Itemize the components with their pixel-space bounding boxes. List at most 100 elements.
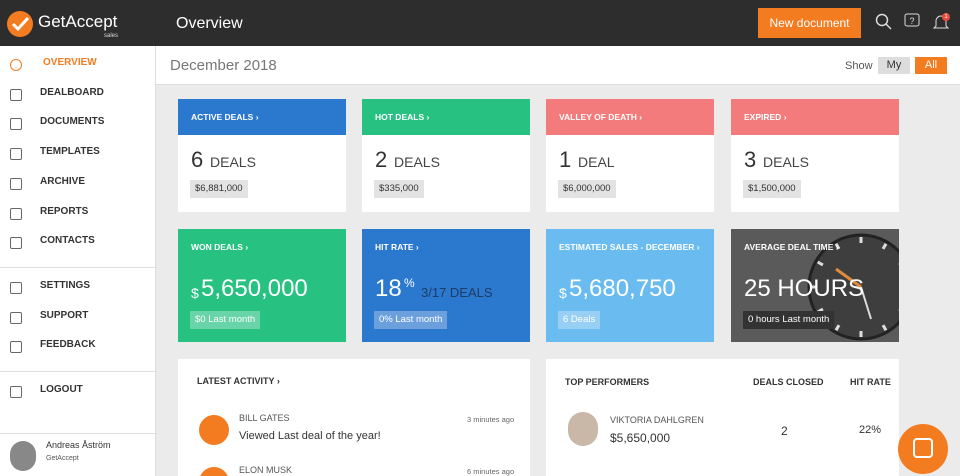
nav-icon <box>10 148 22 161</box>
hit-rate: 22% <box>859 424 882 436</box>
deal-count: 6 <box>191 147 204 172</box>
card-title: ACTIVE DEALS <box>191 112 259 122</box>
kpi-suffix: % <box>404 276 415 290</box>
separator <box>0 266 155 268</box>
nav-item[interactable]: TEMPLATES <box>40 146 100 158</box>
help-icon[interactable]: ? <box>904 13 921 30</box>
deal-unit: DEALS <box>210 154 256 170</box>
nav-item[interactable]: SUPPORT <box>40 309 89 321</box>
activity-name: BILL GATES <box>239 413 290 423</box>
nav-item[interactable]: ARCHIVE <box>40 175 86 187</box>
chat-icon <box>913 438 933 458</box>
nav-item[interactable]: DOCUMENTS <box>40 116 105 128</box>
column-header: HIT RATE <box>850 377 891 387</box>
brand: GetAccept <box>38 12 118 31</box>
kpi-card[interactable]: WON DEALS $5,650,000 $0 Last month <box>178 229 346 342</box>
nav-icon <box>10 386 22 398</box>
nav-item[interactable]: DEALBOARD <box>40 86 104 98</box>
brand-sub: sales <box>104 33 119 39</box>
separator <box>0 371 155 372</box>
card-title: EXPIRED <box>744 112 787 122</box>
avatar <box>10 441 36 471</box>
deal-unit: DEALS <box>394 154 440 170</box>
kpi-prefix: $ <box>191 285 199 301</box>
period: December 2018 <box>170 57 277 74</box>
kpi-prefix: $ <box>559 285 567 301</box>
nav-icon <box>10 118 22 131</box>
deal-card[interactable]: EXPIRED 3 DEALS $1,500,000 <box>731 99 899 212</box>
show-option[interactable]: All <box>915 57 947 74</box>
kpi-title: AVERAGE DEAL TIME <box>744 242 839 252</box>
nav-icon <box>10 281 22 294</box>
deal-unit: DEAL <box>578 154 615 170</box>
activity-icon <box>199 415 229 445</box>
performer-amount: $5,650,000 <box>610 431 671 445</box>
sidebar <box>0 46 156 476</box>
card-title: HOT DEALS <box>375 112 429 122</box>
search-icon[interactable] <box>875 13 893 31</box>
deal-count: 1 <box>559 147 572 172</box>
deal-count: 2 <box>375 147 388 172</box>
kpi-footer: 0 hours Last month <box>743 311 835 329</box>
show-option[interactable]: My <box>878 57 910 74</box>
panel-title: TOP PERFORMERS <box>565 377 650 387</box>
separator <box>0 433 155 434</box>
deal-unit: DEALS <box>763 154 809 170</box>
kpi-value: 18 <box>375 275 402 302</box>
page-title: Overview <box>176 15 243 32</box>
amount-badge: $1,500,000 <box>743 180 801 198</box>
activity-panel: LATEST ACTIVITY BILL GATES Viewed Last dea… <box>178 359 530 476</box>
kpi-card[interactable]: ESTIMATED SALES - DECEMBER $5,680,750 6 De… <box>546 229 714 342</box>
show-label: Show <box>845 60 873 72</box>
kpi-title: WON DEALS <box>191 242 248 252</box>
activity-time: 3 minutes ago <box>467 415 515 424</box>
activity-icon <box>199 467 229 476</box>
kpi-value: 25 HOURS <box>744 275 865 302</box>
nav-icon <box>10 88 22 101</box>
kpi-detail: 3/17 DEALS <box>421 285 493 300</box>
kpi-card[interactable]: HIT RATE 18% 3/17 DEALS 0% Last month <box>362 229 530 342</box>
panel-title[interactable]: LATEST ACTIVITY <box>197 376 280 386</box>
nav-icon <box>10 311 22 324</box>
deal-card[interactable]: ACTIVE DEALS 6 DEALS $6,881,000 <box>178 99 346 212</box>
kpi-footer: $0 Last month <box>190 311 261 329</box>
chat-button[interactable] <box>898 424 948 474</box>
deals-closed: 2 <box>781 424 788 438</box>
activity-time: 6 minutes ago <box>467 467 515 476</box>
nav-item[interactable]: SETTINGS <box>40 279 91 291</box>
deal-card[interactable]: HOT DEALS 2 DEALS $335,000 <box>362 99 530 212</box>
nav-item[interactable]: CONTACTS <box>40 235 95 247</box>
nav-icon <box>10 207 22 220</box>
nav-icon <box>10 341 22 354</box>
deal-card[interactable]: VALLEY OF DEATH 1 DEAL $6,000,000 <box>546 99 714 212</box>
activity-text: Viewed Last deal of the year! <box>239 430 381 442</box>
performer-name: VIKTORIA DAHLGREN <box>610 415 704 425</box>
nav-item[interactable]: REPORTS <box>40 205 89 217</box>
performer-avatar <box>568 412 598 446</box>
amount-badge: $6,881,000 <box>190 180 248 198</box>
kpi-title: HIT RATE <box>375 242 419 252</box>
nav-item[interactable]: OVERVIEW <box>43 57 97 68</box>
toolbar <box>156 46 960 85</box>
kpi-card[interactable]: AVERAGE DEAL TIME 25 HOURS 0 hours Last mo… <box>731 229 899 342</box>
notification-badge: 1 <box>942 13 950 21</box>
kpi-footer: 6 Deals <box>558 311 601 329</box>
kpi-value: 5,680,750 <box>569 275 676 302</box>
new-document-button[interactable]: New document <box>758 8 861 38</box>
svg-text:?: ? <box>909 16 914 26</box>
nav-item[interactable]: FEEDBACK <box>40 339 96 351</box>
nav-icon <box>10 59 22 71</box>
deal-count: 3 <box>744 147 757 172</box>
nav-item[interactable]: LOGOUT <box>40 384 83 395</box>
user-company: GetAccept <box>46 455 79 462</box>
user-name: Andreas Åström <box>46 440 111 450</box>
kpi-footer: 0% Last month <box>374 311 448 329</box>
column-header: DEALS CLOSED <box>753 377 824 387</box>
amount-badge: $335,000 <box>374 180 424 198</box>
kpi-title: ESTIMATED SALES - DECEMBER <box>559 242 700 252</box>
amount-badge: $6,000,000 <box>558 180 616 198</box>
nav-icon <box>10 177 22 190</box>
card-title: VALLEY OF DEATH <box>559 112 642 122</box>
kpi-value: 5,650,000 <box>201 275 308 302</box>
